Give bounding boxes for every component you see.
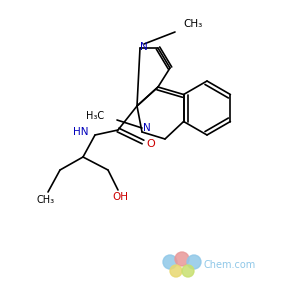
Text: N: N bbox=[140, 42, 148, 52]
Text: Chem.com: Chem.com bbox=[204, 260, 256, 270]
Text: CH₃: CH₃ bbox=[183, 19, 202, 29]
Text: N: N bbox=[143, 123, 151, 133]
Circle shape bbox=[175, 252, 189, 266]
Text: CH₃: CH₃ bbox=[37, 195, 55, 205]
Text: OH: OH bbox=[112, 192, 128, 202]
Circle shape bbox=[182, 265, 194, 277]
Text: H₃C: H₃C bbox=[86, 111, 104, 121]
Circle shape bbox=[187, 255, 201, 269]
Circle shape bbox=[170, 265, 182, 277]
Circle shape bbox=[163, 255, 177, 269]
Text: O: O bbox=[147, 139, 155, 149]
Text: HN: HN bbox=[74, 127, 89, 137]
